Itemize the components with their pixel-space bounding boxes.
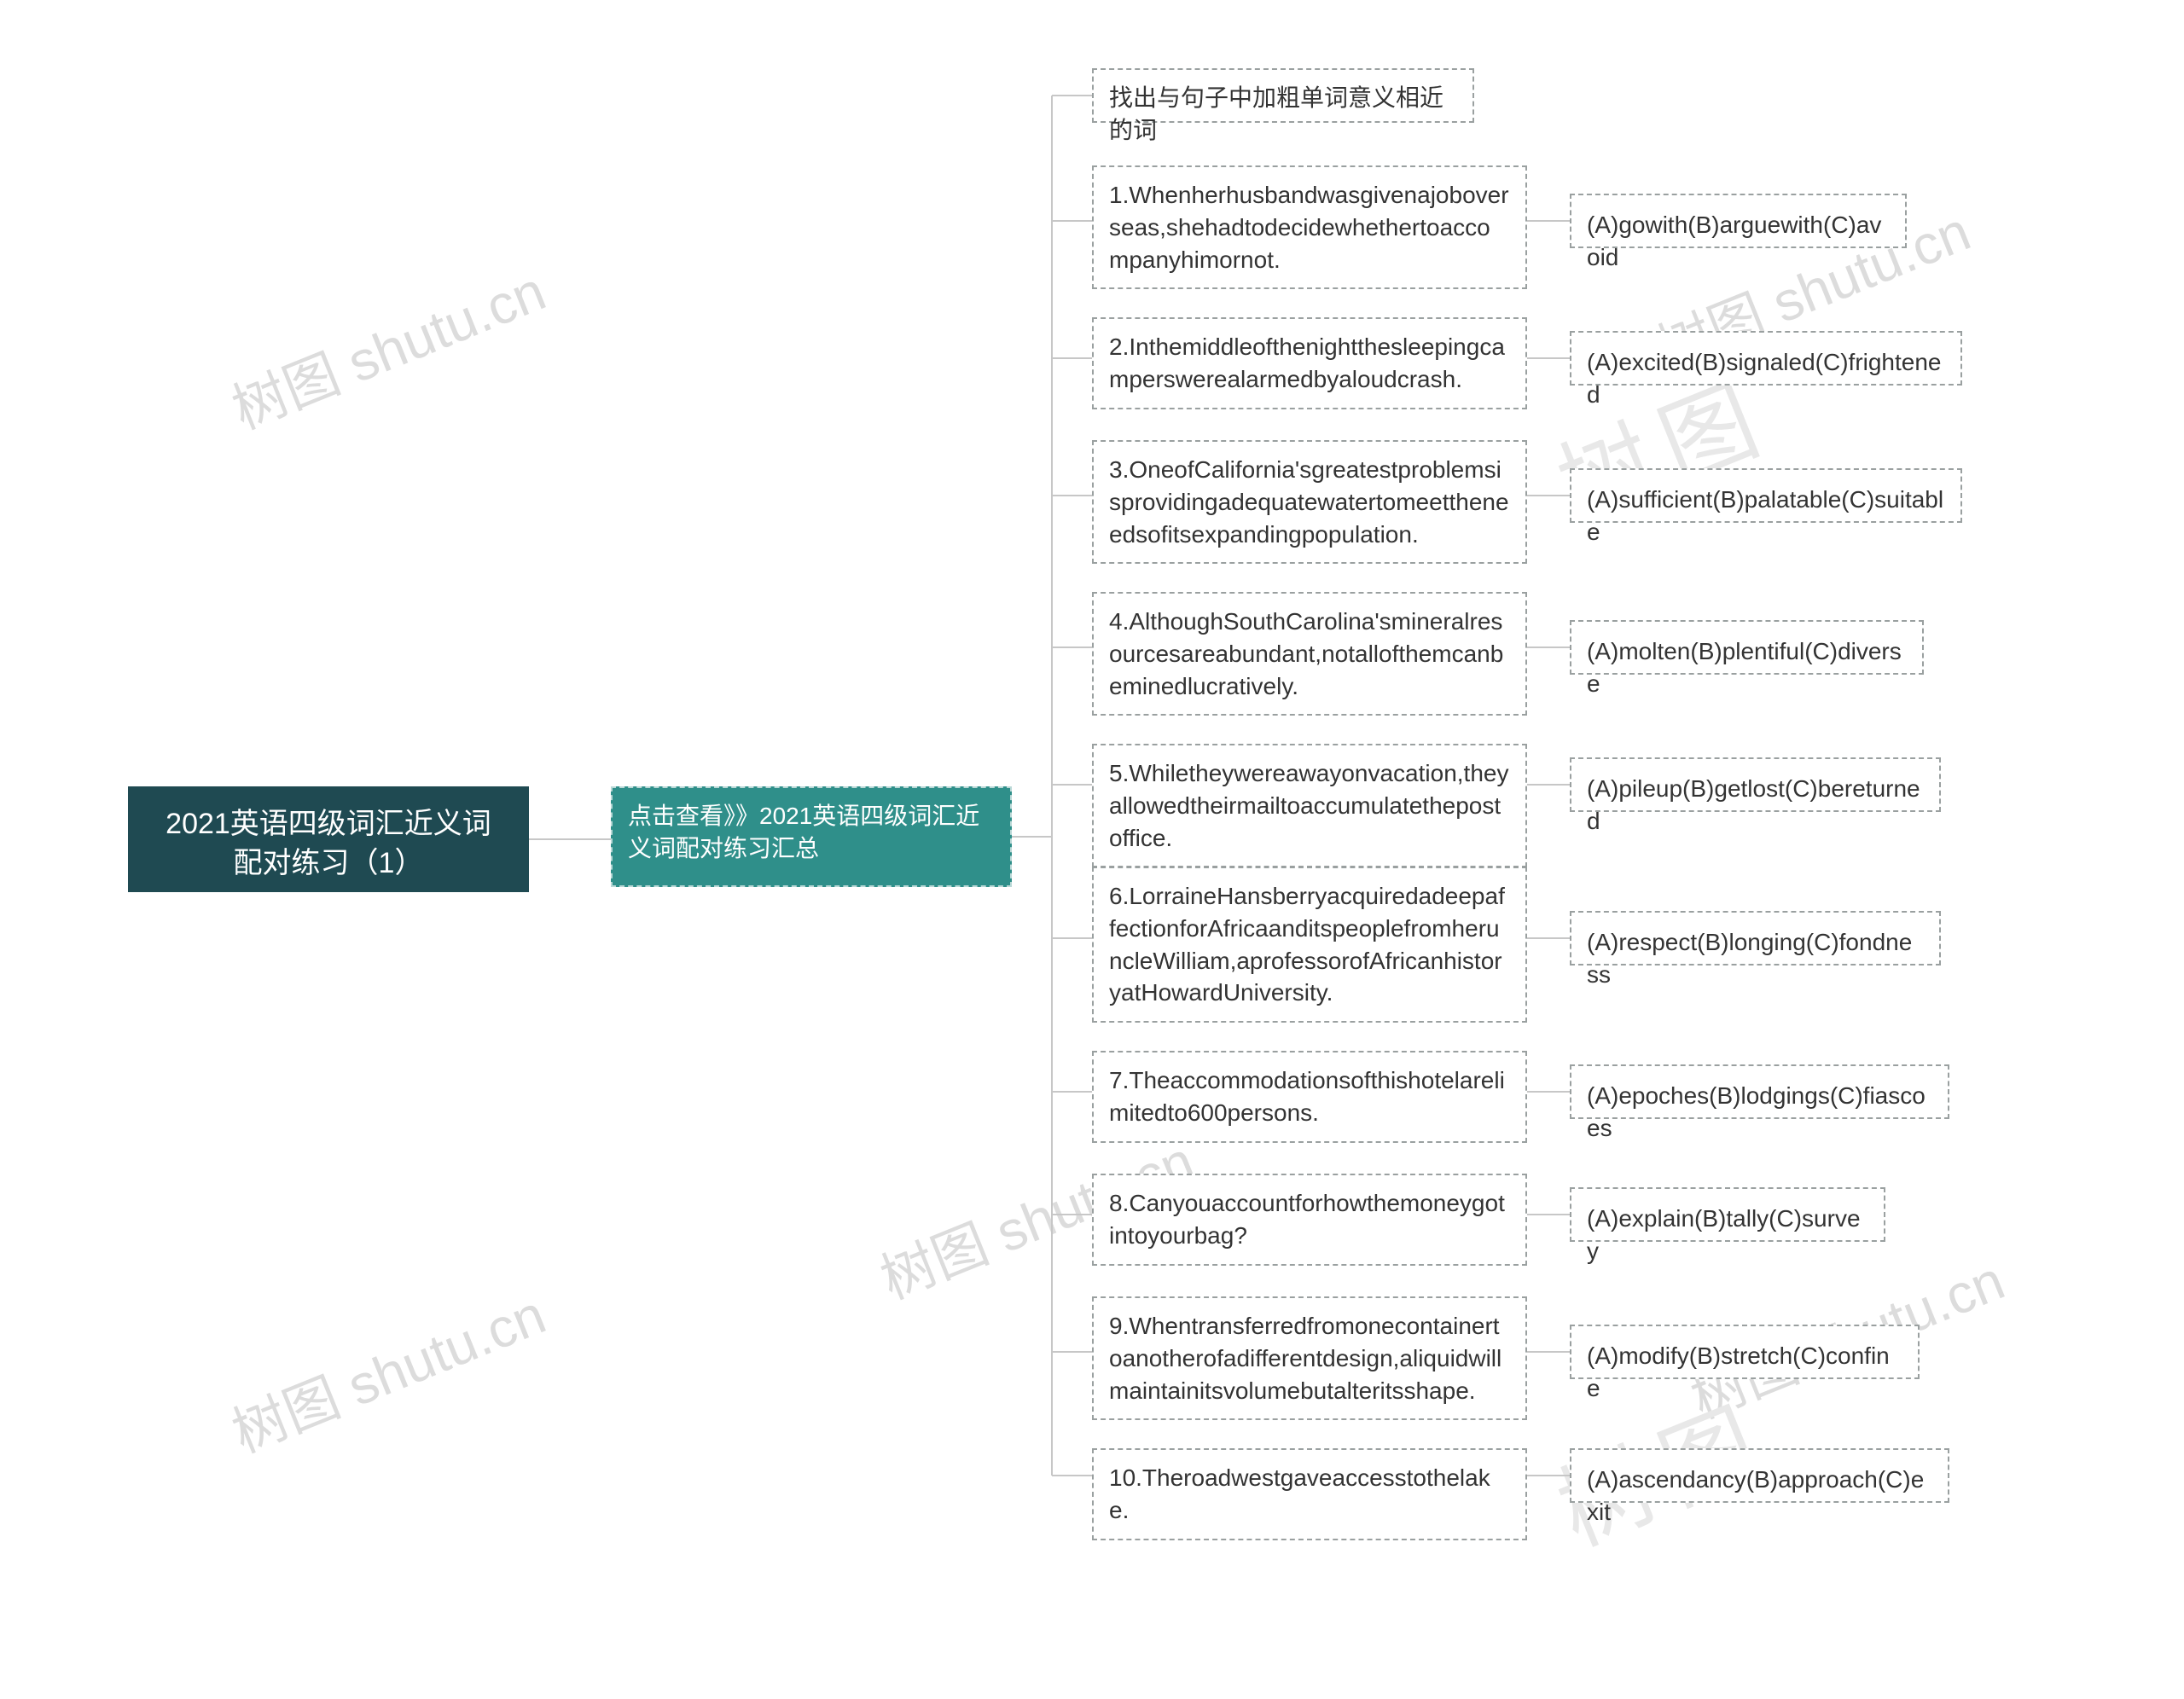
mindmap-canvas: 树图 shutu.cn树图 shutu.cn树图 shutu.cn树图 shut…: [0, 0, 2184, 1699]
connector-h: [1052, 937, 1092, 939]
connector-h: [1527, 1475, 1570, 1476]
question-node[interactable]: 9.Whentransferredfromonecontainertoanoth…: [1092, 1296, 1527, 1420]
connector-h: [1527, 220, 1570, 222]
question-node[interactable]: 1.Whenherhusbandwasgivenajoboverseas,she…: [1092, 165, 1527, 289]
connector-h: [1052, 357, 1092, 359]
connector-h: [1052, 95, 1092, 96]
answer-node[interactable]: (A)modify(B)stretch(C)confine: [1570, 1325, 1920, 1379]
intro-node[interactable]: 点击查看》》2021英语四级词汇近义词配对练习汇总: [611, 786, 1012, 887]
root-line1: 2021英语四级词汇近义词: [148, 805, 508, 844]
connector-h: [1527, 1214, 1570, 1215]
answer-node[interactable]: (A)epoches(B)lodgings(C)fiascoes: [1570, 1064, 1949, 1119]
connector-h: [1527, 937, 1570, 939]
answer-node[interactable]: (A)explain(B)tally(C)survey: [1570, 1187, 1885, 1242]
answer-node[interactable]: (A)gowith(B)arguewith(C)avoid: [1570, 194, 1907, 248]
answer-node[interactable]: (A)pileup(B)getlost(C)bereturned: [1570, 757, 1941, 812]
connector-h: [1052, 1214, 1092, 1215]
watermark-text: 树图 shutu.cn: [219, 248, 555, 445]
answer-node[interactable]: (A)respect(B)longing(C)fondness: [1570, 911, 1941, 965]
connector-h: [1052, 1091, 1092, 1093]
connector-h: [1052, 647, 1092, 648]
answer-node[interactable]: (A)ascendancy(B)approach(C)exit: [1570, 1448, 1949, 1503]
connector-h: [1527, 1091, 1570, 1093]
connector-h: [1527, 357, 1570, 359]
question-node[interactable]: 8.Canyouaccountforhowthemoneygotintoyour…: [1092, 1174, 1527, 1266]
connector-h: [1052, 784, 1092, 786]
connector-h: [1527, 1351, 1570, 1353]
connector-h: [1052, 495, 1092, 496]
root-line2: 配对练习（1）: [148, 844, 508, 884]
answer-node[interactable]: (A)molten(B)plentiful(C)diverse: [1570, 620, 1924, 675]
watermark-text: 树图 shutu.cn: [219, 1272, 555, 1469]
connector-h: [1527, 647, 1570, 648]
question-node[interactable]: 4.AlthoughSouthCarolina'smineralresource…: [1092, 592, 1527, 716]
connector-h: [529, 838, 611, 840]
connector-v: [1051, 96, 1053, 1476]
question-node[interactable]: 5.Whiletheywereawayonvacation,theyallowe…: [1092, 744, 1527, 867]
question-node[interactable]: 2.Inthemiddleofthenightthesleepingcamper…: [1092, 317, 1527, 409]
connector-h: [1012, 836, 1052, 838]
question-node[interactable]: 7.Theaccommodationsofthishotelarelimited…: [1092, 1051, 1527, 1143]
answer-node[interactable]: (A)sufficient(B)palatable(C)suitable: [1570, 468, 1962, 523]
question-node[interactable]: 6.LorraineHansberryacquiredadeepaffectio…: [1092, 867, 1527, 1023]
connector-h: [1527, 495, 1570, 496]
header-node[interactable]: 找出与句子中加粗单词意义相近的词: [1092, 68, 1474, 123]
connector-h: [1527, 784, 1570, 786]
connector-h: [1052, 1351, 1092, 1353]
question-node[interactable]: 10.Theroadwestgaveaccesstothelake.: [1092, 1448, 1527, 1540]
root-node[interactable]: 2021英语四级词汇近义词配对练习（1）: [128, 786, 529, 892]
question-node[interactable]: 3.OneofCalifornia'sgreatestproblemsispro…: [1092, 440, 1527, 564]
connector-h: [1052, 1475, 1092, 1476]
answer-node[interactable]: (A)excited(B)signaled(C)frightened: [1570, 331, 1962, 386]
connector-h: [1052, 220, 1092, 222]
